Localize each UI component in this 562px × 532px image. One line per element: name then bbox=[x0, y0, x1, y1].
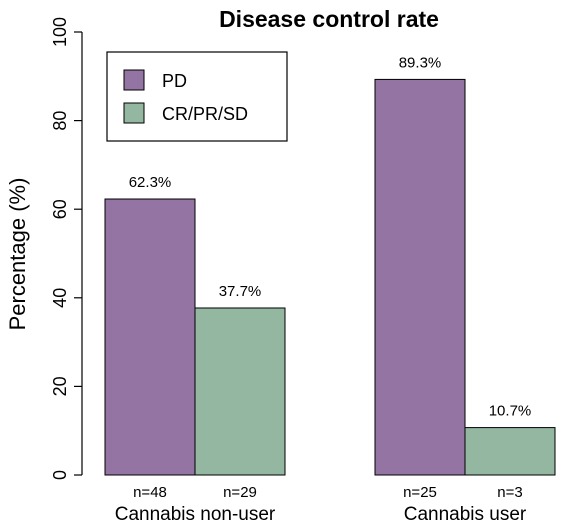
bar-pd bbox=[104, 198, 196, 476]
bar-value-label: 10.7% bbox=[489, 403, 532, 420]
legend-swatch-cr-pr-sd bbox=[123, 102, 145, 124]
chart-title: Disease control rate bbox=[219, 6, 439, 32]
legend-swatch-pd bbox=[123, 69, 145, 91]
y-tick-label: 100 bbox=[50, 17, 70, 47]
bar-value-label: 89.3% bbox=[399, 54, 442, 71]
group-label: Cannabis user bbox=[404, 504, 527, 525]
y-axis: 0 20 40 60 80 100 bbox=[50, 17, 83, 480]
bar-n-label: n=48 bbox=[133, 484, 167, 501]
bar-value-label: 37.7% bbox=[219, 283, 262, 300]
bar-n-label: n=25 bbox=[403, 484, 437, 501]
y-axis-label: Percentage (%) bbox=[5, 178, 30, 331]
group-label: Cannabis non-user bbox=[115, 504, 276, 525]
legend-label-pd: PD bbox=[162, 71, 187, 91]
bar-n-label: n=3 bbox=[497, 484, 522, 501]
bar-cr-pr-sd bbox=[464, 427, 556, 476]
y-tick-label: 40 bbox=[50, 288, 70, 308]
y-tick-label: 20 bbox=[50, 376, 70, 396]
legend: PD CR/PR/SD bbox=[106, 51, 288, 142]
legend-box bbox=[106, 51, 288, 142]
bar-pd bbox=[374, 78, 466, 476]
y-tick-label: 80 bbox=[50, 111, 70, 131]
bars: 62.3% n=48 37.7% n=29 Cannabis non-user 89.3%… bbox=[104, 54, 556, 525]
bar-n-label: n=29 bbox=[223, 484, 257, 501]
bar-cr-pr-sd bbox=[194, 307, 286, 476]
bar-value-label: 62.3% bbox=[129, 174, 172, 191]
legend-label-cr-pr-sd: CR/PR/SD bbox=[162, 104, 248, 124]
y-tick-label: 0 bbox=[50, 470, 70, 480]
y-tick-label: 60 bbox=[50, 199, 70, 219]
